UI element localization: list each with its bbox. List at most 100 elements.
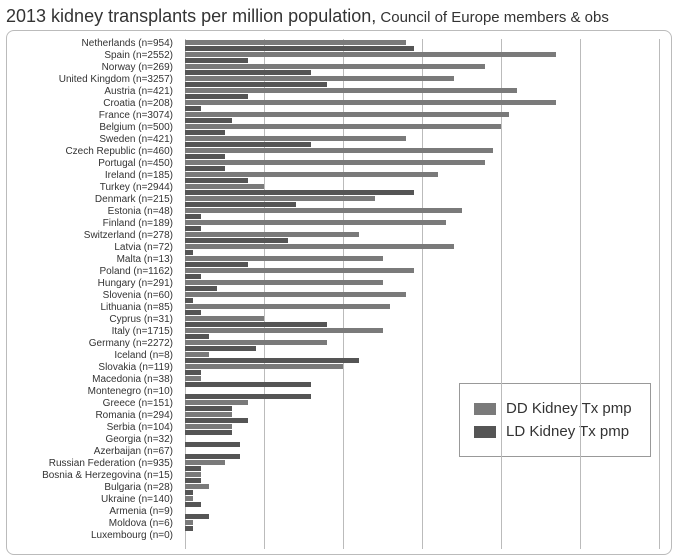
bar-dd <box>185 124 501 129</box>
bar-label: Montenegro (n=10) <box>7 387 179 397</box>
bar-ld <box>185 142 311 147</box>
bar-label: Macedonia (n=38) <box>7 375 179 385</box>
bar-label: Ireland (n=185) <box>7 171 179 181</box>
legend-swatch <box>474 403 496 415</box>
bar-ld <box>185 514 209 519</box>
bar-ld <box>185 478 201 483</box>
bar-ld <box>185 370 201 375</box>
bar-dd <box>185 148 493 153</box>
bar-label: Sweden (n=421) <box>7 135 179 145</box>
bar-dd <box>185 496 193 501</box>
bar-ld <box>185 118 232 123</box>
bar-label: Slovakia (n=119) <box>7 363 179 373</box>
bar-ld <box>185 238 288 243</box>
bar-ld <box>185 382 311 387</box>
legend-swatch <box>474 426 496 438</box>
bar-ld <box>185 154 225 159</box>
bar-ld <box>185 82 327 87</box>
bar-label: Bosnia & Herzegovina (n=15) <box>7 471 179 481</box>
bar-ld <box>185 106 201 111</box>
bar-dd <box>185 76 454 81</box>
bar-dd <box>185 484 209 489</box>
bar-label: Hungary (n=291) <box>7 279 179 289</box>
gridline <box>580 39 581 549</box>
chart-area: DD Kidney Tx pmp LD Kidney Tx pmp Netherl… <box>6 30 672 555</box>
bar-ld <box>185 190 414 195</box>
bar-label: Czech Republic (n=460) <box>7 147 179 157</box>
bar-ld <box>185 526 193 531</box>
bar-label: Greece (n=151) <box>7 399 179 409</box>
bar-ld <box>185 454 240 459</box>
bar-ld <box>185 202 296 207</box>
bar-label: Netherlands (n=954) <box>7 39 179 49</box>
bar-ld <box>185 298 193 303</box>
bar-dd <box>185 160 485 165</box>
bar-dd <box>185 100 556 105</box>
bar-dd <box>185 376 201 381</box>
bar-label: Moldova (n=6) <box>7 519 179 529</box>
bar-ld <box>185 394 311 399</box>
bar-dd <box>185 244 454 249</box>
bar-dd <box>185 316 264 321</box>
bar-ld <box>185 490 193 495</box>
bar-ld <box>185 322 327 327</box>
bar-ld <box>185 58 248 63</box>
bar-dd <box>185 64 485 69</box>
bar-dd <box>185 352 209 357</box>
bar-dd <box>185 184 264 189</box>
bar-label: Lithuania (n=85) <box>7 303 179 313</box>
bar-dd <box>185 340 327 345</box>
bar-label: Slovenia (n=60) <box>7 291 179 301</box>
bar-dd <box>185 172 438 177</box>
legend-label: DD Kidney Tx pmp <box>506 400 632 417</box>
bar-ld <box>185 70 311 75</box>
bar-label: Austria (n=421) <box>7 87 179 97</box>
bar-dd <box>185 520 193 525</box>
bar-label: Georgia (n=32) <box>7 435 179 445</box>
bar-ld <box>185 442 240 447</box>
bar-ld <box>185 46 414 51</box>
legend: DD Kidney Tx pmp LD Kidney Tx pmp <box>459 383 651 457</box>
bar-ld <box>185 466 201 471</box>
legend-row: DD Kidney Tx pmp <box>474 400 632 417</box>
bar-label: Poland (n=1162) <box>7 267 179 277</box>
bar-dd <box>185 268 414 273</box>
bar-label: Latvia (n=72) <box>7 243 179 253</box>
bar-dd <box>185 256 383 261</box>
bar-label: Azerbaijan (n=67) <box>7 447 179 457</box>
bar-label: Croatia (n=208) <box>7 99 179 109</box>
bar-label: Denmark (n=215) <box>7 195 179 205</box>
bar-label: Serbia (n=104) <box>7 423 179 433</box>
bar-label: Armenia (n=9) <box>7 507 179 517</box>
bar-dd <box>185 364 343 369</box>
gridline <box>659 39 660 549</box>
bar-dd <box>185 52 556 57</box>
bar-dd <box>185 208 462 213</box>
bar-dd <box>185 220 446 225</box>
legend-row: LD Kidney Tx pmp <box>474 423 632 440</box>
bar-label: Portugal (n=450) <box>7 159 179 169</box>
bar-dd <box>185 424 232 429</box>
bar-ld <box>185 214 201 219</box>
bar-dd <box>185 112 509 117</box>
bar-ld <box>185 502 201 507</box>
bar-label: Norway (n=269) <box>7 63 179 73</box>
bar-dd <box>185 412 232 417</box>
bar-dd <box>185 304 390 309</box>
bar-dd <box>185 136 406 141</box>
bar-dd <box>185 88 517 93</box>
bar-ld <box>185 178 248 183</box>
bar-label: Iceland (n=8) <box>7 351 179 361</box>
bar-label: Estonia (n=48) <box>7 207 179 217</box>
bar-ld <box>185 418 248 423</box>
bar-ld <box>185 130 225 135</box>
bar-label: United Kingdom (n=3257) <box>7 75 179 85</box>
bar-label: Russian Federation (n=935) <box>7 459 179 469</box>
bar-label: Luxembourg (n=0) <box>7 531 179 541</box>
bar-label: Germany (n=2272) <box>7 339 179 349</box>
bar-ld <box>185 262 248 267</box>
bar-label: Switzerland (n=278) <box>7 231 179 241</box>
bar-dd <box>185 400 248 405</box>
bar-dd <box>185 280 383 285</box>
title-main: 2013 kidney transplants per million popu… <box>6 6 376 26</box>
